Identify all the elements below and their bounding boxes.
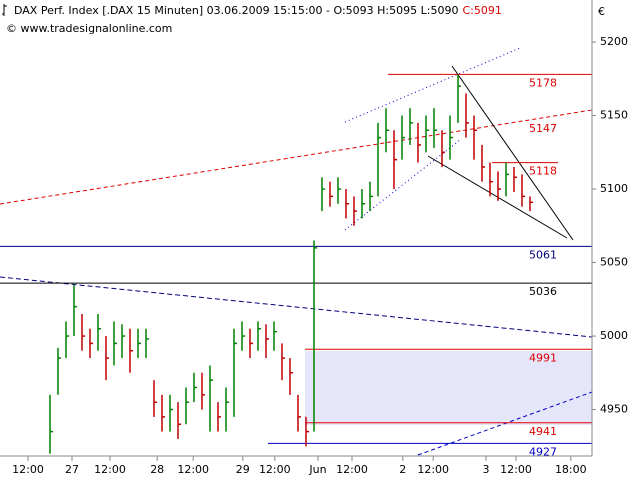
x-tick-label: 3	[483, 463, 490, 476]
level-label: 4991	[529, 351, 557, 364]
x-tick-label: 2	[399, 463, 406, 476]
x-tick-label: 18:00	[555, 463, 587, 476]
level-label: 4927	[529, 445, 557, 458]
x-tick-label: 12:00	[177, 463, 209, 476]
y-tick-label: 5100	[600, 182, 628, 195]
y-tick-label: 5200	[600, 35, 628, 48]
level-label: 5178	[529, 76, 557, 89]
currency: €	[598, 5, 605, 18]
source: © www.tradesignalonline.com	[6, 22, 172, 35]
y-tick-label: 5000	[600, 329, 628, 342]
last-close: C:5091	[462, 4, 501, 17]
level-label: 5061	[529, 248, 557, 261]
x-tick-label: 12:00	[500, 463, 532, 476]
trend-line	[0, 276, 593, 338]
x-tick-label: 12:00	[336, 463, 368, 476]
level-label: 5118	[529, 165, 557, 178]
x-tick-label: 12:00	[417, 463, 449, 476]
y-tick-label: 5050	[600, 256, 628, 269]
level-label: 4941	[529, 425, 557, 438]
x-tick-label: 12:00	[259, 463, 291, 476]
channel-line	[344, 139, 461, 231]
x-tick-label: 12:00	[94, 463, 126, 476]
y-tick-label: 4950	[600, 403, 628, 416]
trend-line	[417, 391, 593, 456]
chart-title: DAX Perf. Index [.DAX 15 Minuten] 03.06.…	[14, 4, 458, 17]
wedge-line	[451, 65, 574, 241]
level-label: 5147	[529, 122, 557, 135]
marks	[0, 73, 592, 454]
x-tick-label: 12:00	[12, 463, 44, 476]
x-tick-label: 29	[236, 463, 250, 476]
x-tick-label: 28	[150, 463, 164, 476]
zone-fill	[305, 351, 592, 425]
x-tick-label: Jun	[308, 463, 326, 476]
bar-icon	[2, 4, 7, 16]
x-tick-label: 27	[65, 463, 79, 476]
y-tick-label: 5150	[600, 109, 628, 122]
level-label: 5036	[529, 285, 557, 298]
